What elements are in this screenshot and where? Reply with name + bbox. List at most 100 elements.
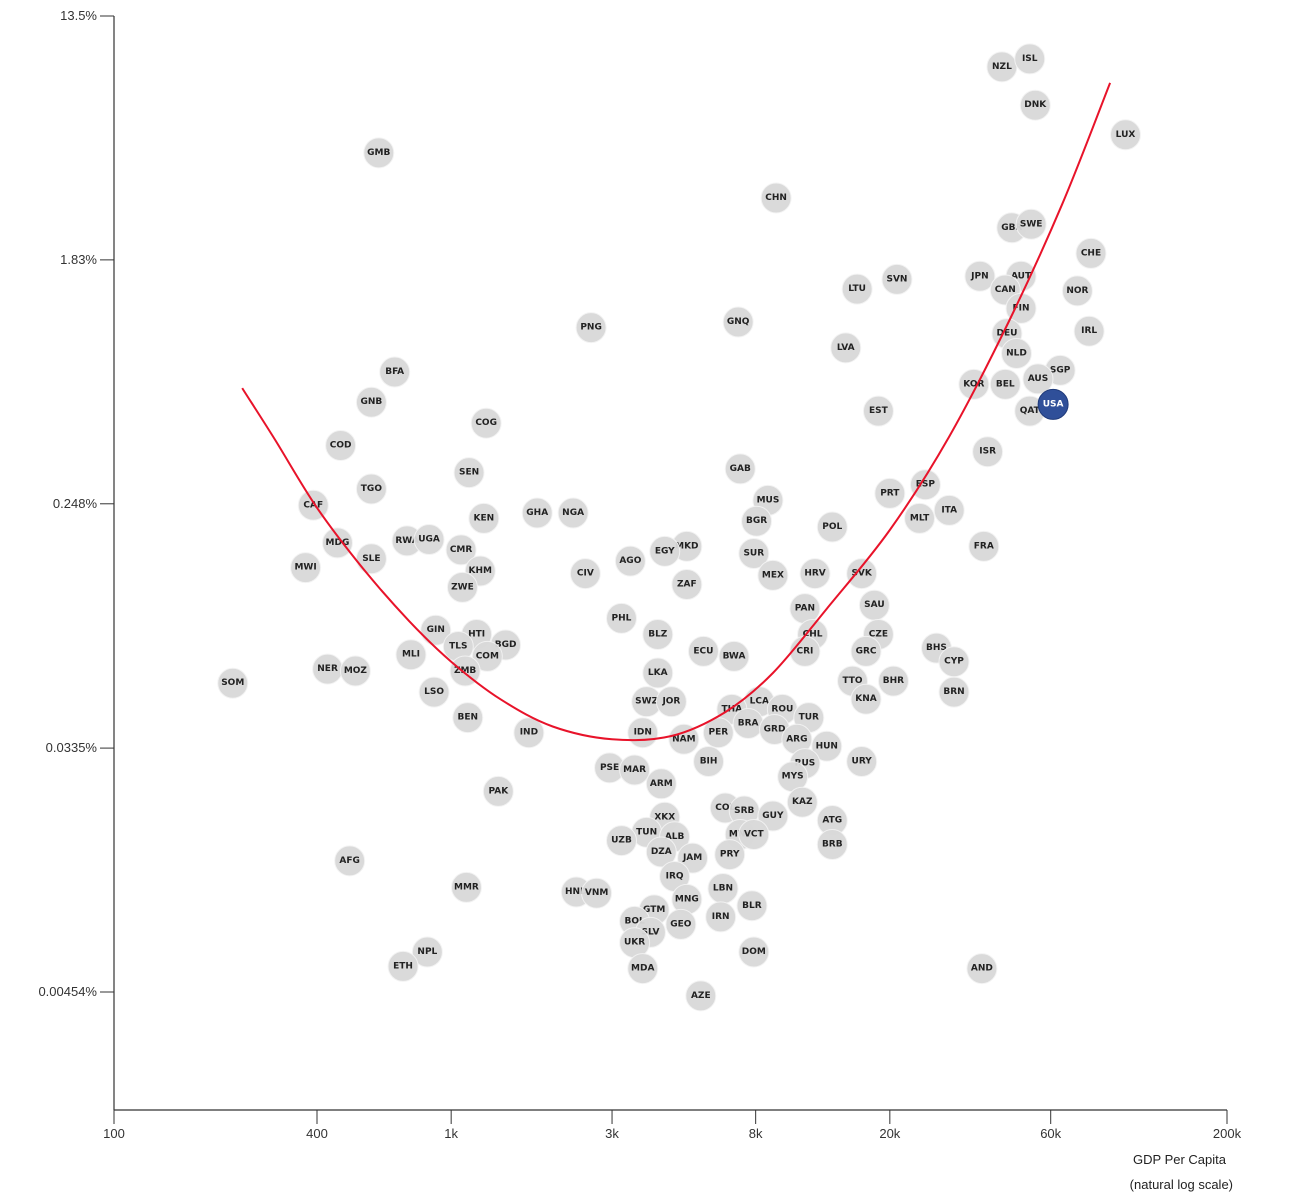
data-point-label: BHS [926,643,947,653]
data-point-label: ITA [941,505,957,515]
data-point-ben: BEN [452,702,484,734]
data-point-label: ZWE [451,582,474,592]
data-point-label: NPL [417,947,437,957]
data-point-label: FRA [974,541,994,551]
data-point-pan: PAN [789,593,821,625]
data-point-label: ESP [916,480,936,490]
data-point-marker [846,746,878,778]
data-point-marker [521,497,553,529]
data-point-marker [816,511,848,543]
data-point-label: SUR [743,549,764,559]
data-point-label: COG [475,418,497,428]
data-point-label: NOR [1066,286,1088,296]
data-point-marker [387,950,419,982]
data-point-label: SEN [459,468,479,478]
data-point-marker [738,819,770,851]
data-point-label: PAK [488,786,509,796]
data-point-label: BRB [822,840,843,850]
data-point-marker [1061,275,1093,307]
data-point-nor: NOR [1061,275,1093,307]
data-point-marker [968,530,1000,562]
data-point-marker [1015,208,1047,240]
data-point-label: ZMB [454,666,476,676]
data-point-label: HUN [816,741,838,751]
data-point-ner: NER [312,653,344,685]
data-point-svn: SVN [881,263,913,295]
data-point-label: KEN [474,513,495,523]
data-point-isl: ISL [1014,43,1046,75]
data-point-uzb: UZB [605,825,637,857]
data-point-bih: BIH [693,746,725,778]
data-point-label: BIH [700,757,718,767]
data-point-marker [741,505,773,537]
data-point-bfa: BFA [379,356,411,388]
data-point-bel: BEL [989,368,1021,400]
data-point-label: ALB [665,832,685,842]
data-point-marker [645,768,677,800]
data-point-label: MAR [623,765,646,775]
data-point-marker [453,457,485,489]
data-point-marker [693,746,725,778]
data-point-label: UZB [611,836,632,846]
data-point-per: PER [702,717,734,749]
data-point-label: MYS [782,772,804,782]
data-point-label: CAN [995,285,1016,295]
data-point-label: SRB [734,806,754,816]
data-point-isr: ISR [972,436,1004,468]
data-point-marker [909,469,941,501]
data-point-label: KNA [855,694,877,704]
data-point-label: THA [722,704,743,714]
data-point-label: SWE [1020,219,1043,229]
data-point-hun: HUN [811,730,843,762]
data-point-label: DOM [742,947,766,957]
data-point-marker [738,538,770,570]
data-point-label: SGP [1050,365,1071,375]
data-point-mys: MYS [777,761,809,793]
data-point-label: UGA [418,535,440,545]
data-point-marker [964,260,996,292]
data-point-marker [786,786,818,818]
data-point-label: CHN [765,193,787,203]
data-point-label: NZL [992,62,1012,72]
data-point-marker [811,730,843,762]
data-point-marker [724,453,756,485]
data-point-marker [557,497,589,529]
data-point-marker [627,953,659,985]
data-point-hrv: HRV [799,558,831,590]
data-point-marker [668,723,700,755]
data-point-label: ECU [693,646,713,656]
data-point-marker [1073,315,1105,347]
data-point-label: DNK [1024,100,1047,110]
data-point-marker [411,936,443,968]
data-point-zaf: ZAF [671,569,703,601]
data-point-label: AFG [339,856,360,866]
data-point-label: CZE [869,629,888,639]
data-point-marker [321,527,353,559]
data-point-marker [830,332,862,364]
data-point-marker [685,980,717,1012]
data-point-bgr: BGR [741,505,773,537]
data-point-marker [687,635,719,667]
data-point-label: NLD [1006,348,1027,358]
data-point-sle: SLE [355,543,387,575]
data-point-marker [1075,237,1107,269]
data-point-label: MLT [910,513,930,523]
y-tick-label: 13.5% [60,8,97,23]
data-point-label: BRN [943,687,964,697]
data-point-label: CIV [577,569,594,579]
data-point-label: IRN [712,912,730,922]
data-point-label: BLR [742,901,762,911]
data-point-label: TTO [842,676,862,686]
data-point-marker [645,836,677,868]
data-point-nam: NAM [668,723,700,755]
data-point-pol: POL [816,511,848,543]
data-point-label: KHM [469,566,493,576]
data-point-png: PNG [575,312,607,344]
data-point-label: AGO [619,556,641,566]
data-point-label: CRI [796,646,813,656]
data-point-label: VCT [744,830,765,840]
data-point-marker [470,407,502,439]
data-point-label: LSO [424,687,444,697]
data-point-marker [799,558,831,590]
data-point-label: MDG [326,538,350,548]
